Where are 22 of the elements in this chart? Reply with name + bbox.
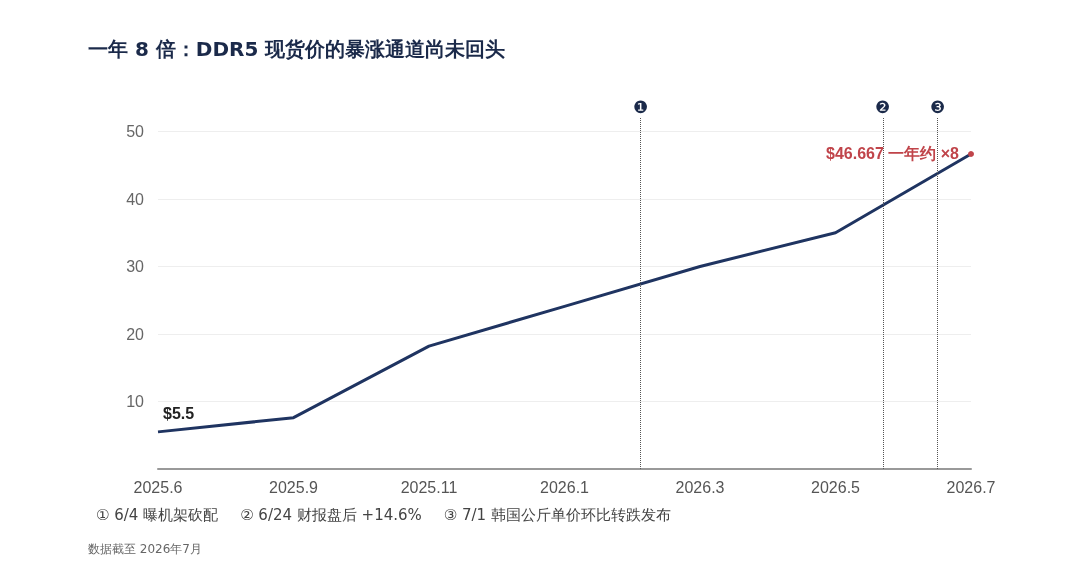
annotation: $5.5 [163, 405, 195, 423]
y-tick-label: 30 [126, 258, 145, 275]
text: ① 6/4 曝机架砍配 [96, 506, 219, 525]
text: 数据截至 2026年7月 [88, 541, 202, 558]
x-tick-label: 2025.9 [269, 478, 319, 496]
y-tick-label: 40 [126, 190, 145, 208]
text: ② 6/24 财报盘后 +14.6% [240, 506, 422, 525]
x-tick-label: 2025.6 [133, 478, 183, 496]
x-tick-label: 2025.11 [400, 478, 458, 496]
y-tick-label: 10 [126, 393, 145, 410]
text: ③ 7/1 韩国公斤单价环比转跌发布 [443, 506, 671, 525]
text: ❶ [632, 98, 648, 117]
x-tick-label: 2026.5 [811, 478, 861, 496]
text: ❸ [929, 98, 945, 117]
y-tick-label: 20 [126, 325, 145, 343]
x-tick-label: 2026.7 [946, 478, 996, 496]
text: ❷ [875, 98, 891, 117]
chart-title: 一年 8 倍：DDR5 现货价的暴涨通道尚未回头 [88, 36, 506, 63]
y-tick-label: 50 [126, 123, 145, 140]
x-tick-label: 2026.3 [675, 478, 725, 496]
annotation: $46.667 一年约 ×8 [826, 145, 960, 163]
x-tick-label: 2026.1 [540, 478, 590, 496]
